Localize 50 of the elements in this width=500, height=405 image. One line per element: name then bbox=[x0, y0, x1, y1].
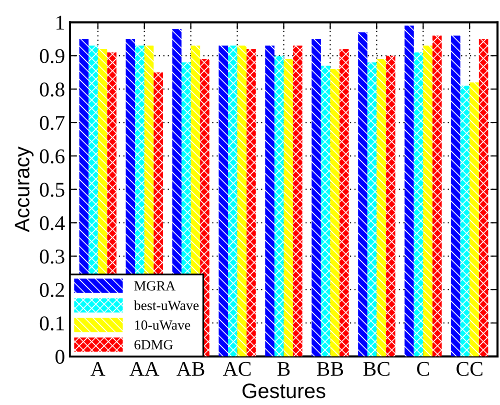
x-tick-label: BB bbox=[316, 362, 344, 376]
bar bbox=[218, 46, 228, 356]
y-tick-label: 0 bbox=[56, 350, 64, 364]
x-tick-label: CC bbox=[456, 362, 482, 376]
bar bbox=[451, 36, 460, 356]
x-tick-label: AA bbox=[130, 362, 160, 376]
x-tick-label: A bbox=[90, 362, 106, 376]
y-tick-label: 0.7 bbox=[40, 116, 65, 130]
legend-label: MGRA bbox=[134, 281, 176, 291]
y-tick-label: 0.4 bbox=[40, 216, 65, 230]
bar bbox=[376, 59, 386, 356]
bar bbox=[414, 52, 424, 356]
x-tick-label: AC bbox=[223, 362, 251, 376]
bar bbox=[228, 46, 238, 356]
x-tick-label: B bbox=[277, 362, 290, 376]
bar bbox=[293, 46, 302, 356]
y-tick-label: 0.5 bbox=[40, 182, 64, 197]
bar bbox=[312, 38, 321, 356]
legend-label: best-uWave bbox=[134, 300, 199, 310]
bar bbox=[358, 32, 368, 356]
bar bbox=[320, 66, 330, 356]
bar bbox=[330, 69, 340, 356]
y-tick-label: 1 bbox=[56, 16, 64, 30]
bar bbox=[478, 38, 488, 356]
bar bbox=[367, 62, 377, 356]
x-tick-label: BC bbox=[363, 362, 390, 376]
bar bbox=[470, 82, 479, 356]
y-tick-label: 0.2 bbox=[40, 282, 64, 298]
bar bbox=[460, 86, 470, 356]
bar bbox=[432, 36, 442, 356]
bar bbox=[246, 49, 256, 356]
bar bbox=[340, 49, 349, 356]
bar bbox=[284, 59, 294, 356]
bar bbox=[386, 56, 396, 356]
bar bbox=[423, 46, 432, 356]
legend-label: 6DMG bbox=[134, 340, 173, 350]
x-tick-label: C bbox=[417, 362, 429, 376]
bar bbox=[265, 46, 274, 356]
y-tick-label: 0.9 bbox=[40, 49, 64, 64]
y-tick-label: 0.6 bbox=[40, 149, 65, 164]
bar bbox=[404, 26, 414, 356]
bar bbox=[274, 56, 284, 356]
x-tick-label: AB bbox=[176, 362, 204, 376]
y-tick-label: 0.1 bbox=[40, 316, 64, 331]
y-axis-title: Accuracy bbox=[14, 146, 34, 232]
legend-label: 10-uWave bbox=[135, 320, 190, 330]
y-tick-label: 0.8 bbox=[40, 82, 64, 97]
bar bbox=[237, 46, 247, 356]
y-tick-label: 0.3 bbox=[40, 250, 64, 264]
x-axis-title: Gestures bbox=[242, 383, 326, 398]
